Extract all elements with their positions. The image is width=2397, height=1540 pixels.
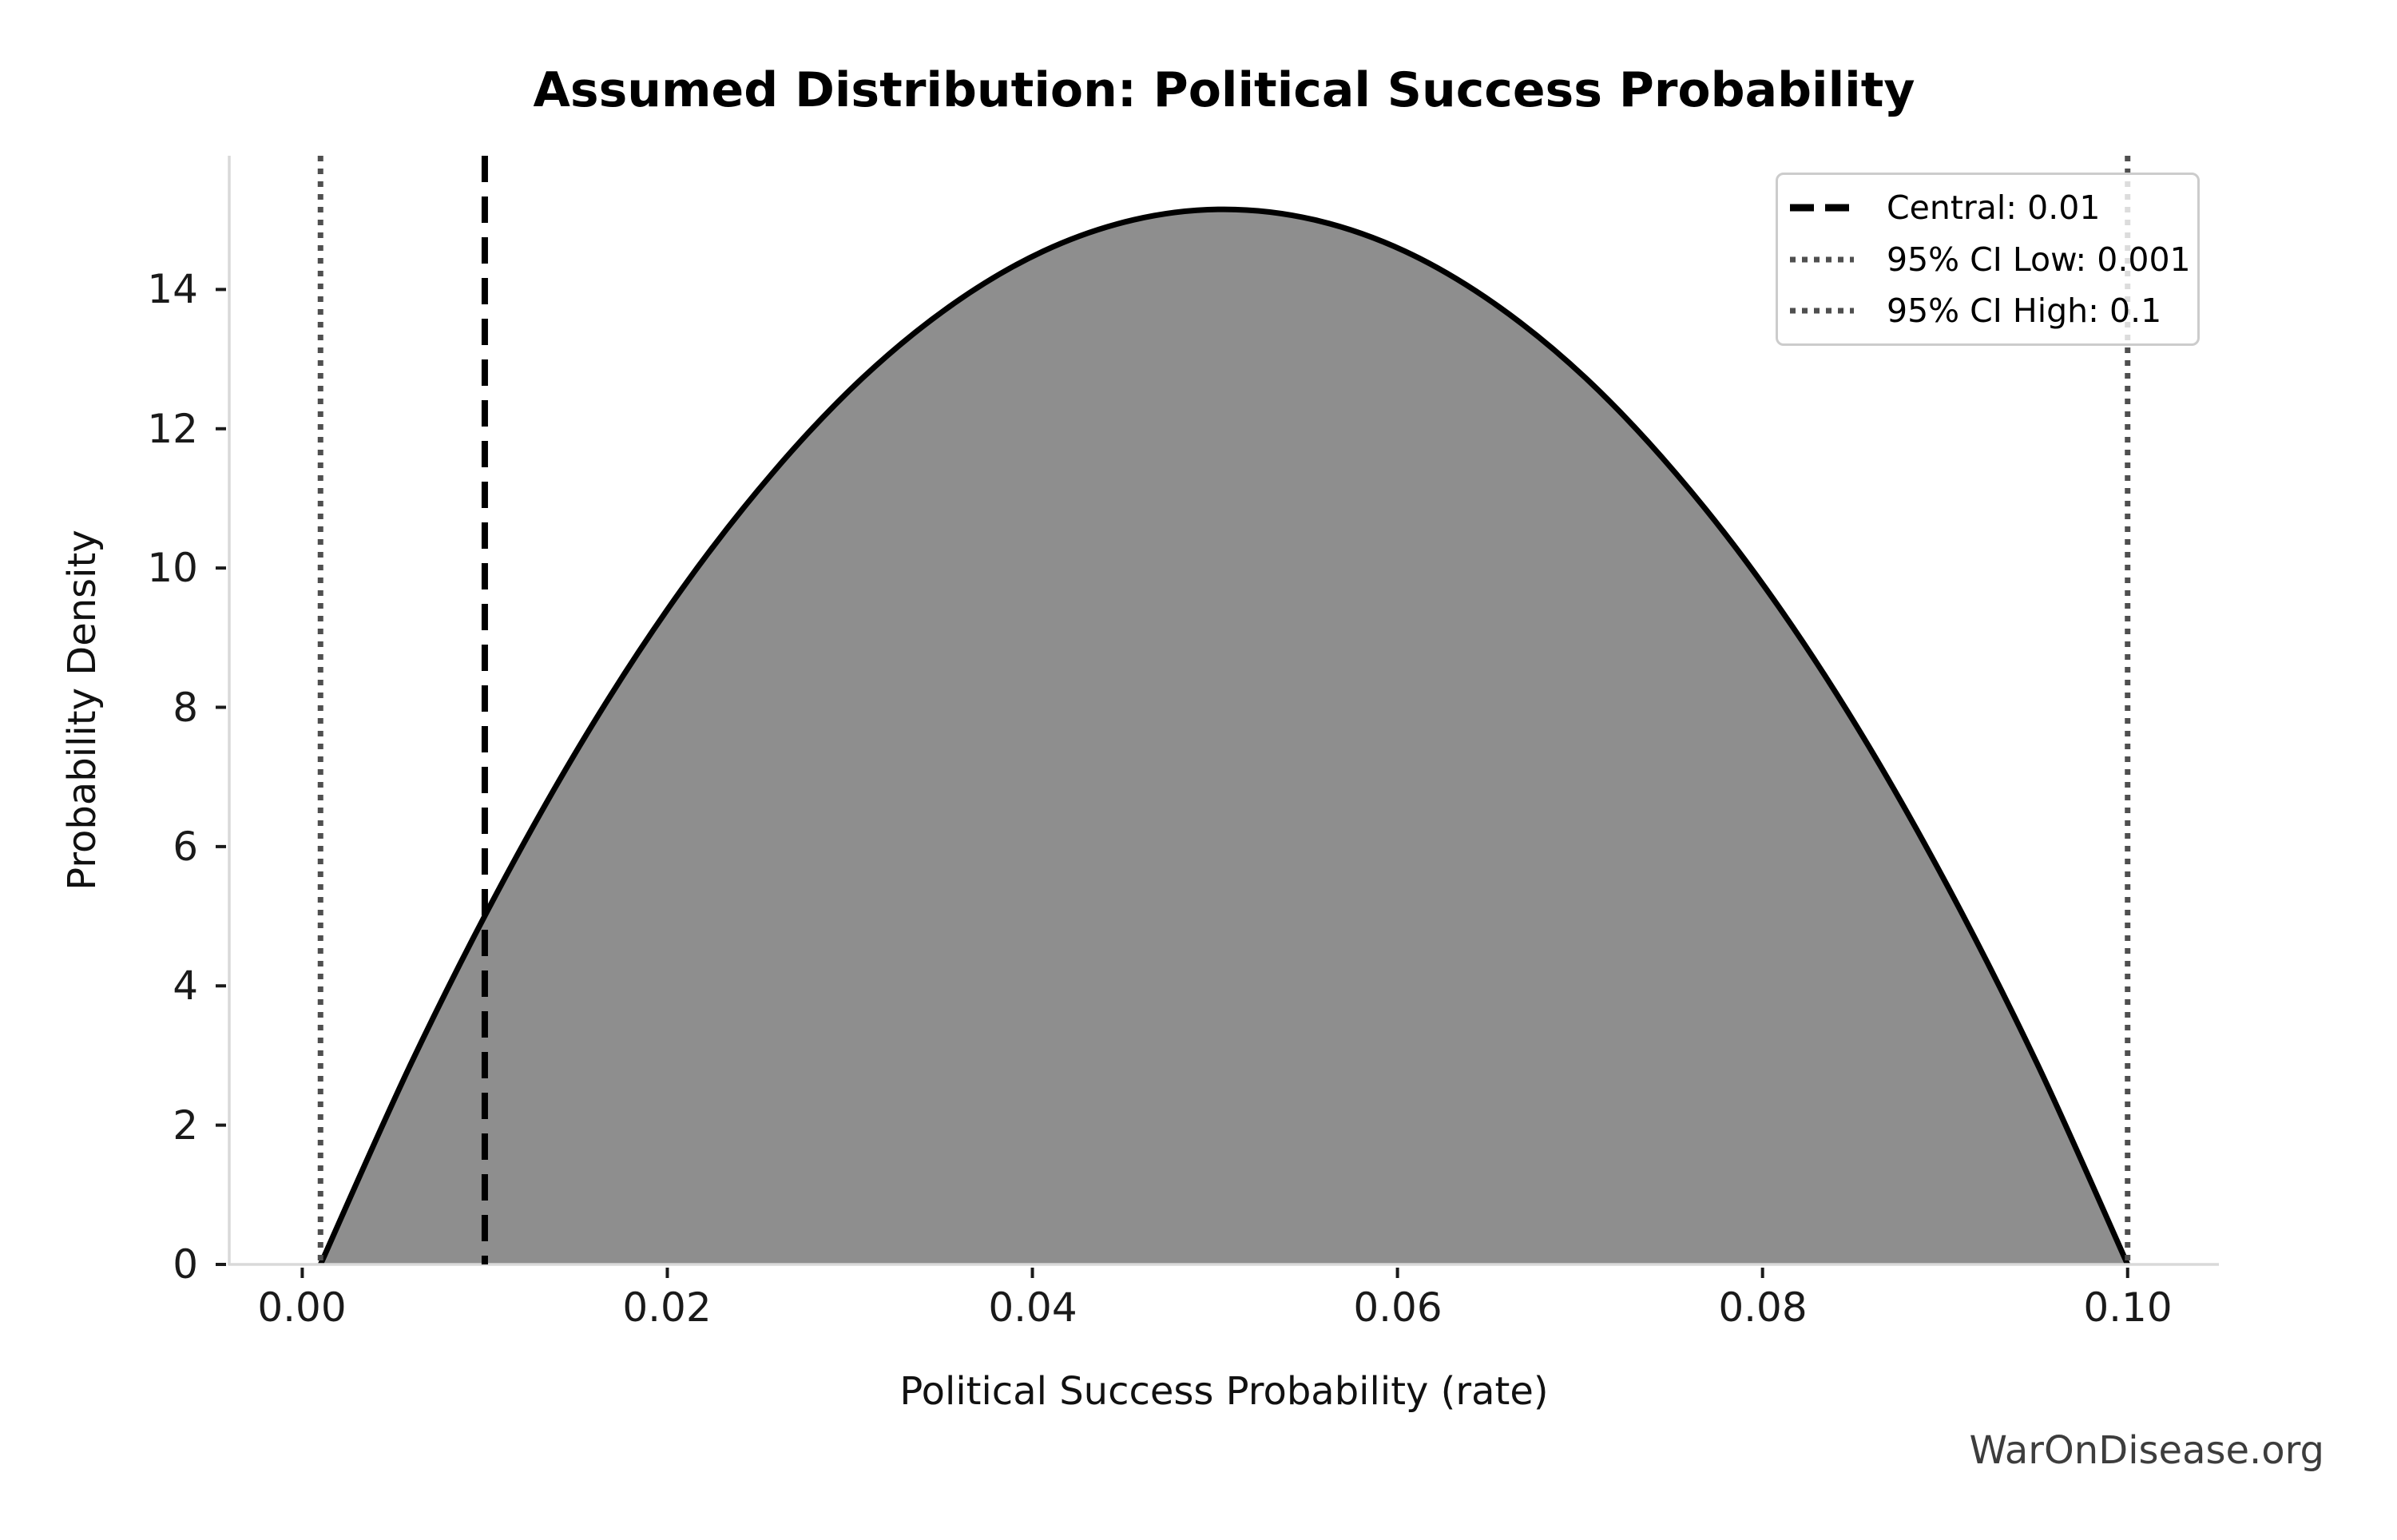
x-tick-label: 0.02 (622, 1284, 712, 1331)
x-axis-label: Political Success Probability (rate) (899, 1369, 1549, 1414)
legend-label: Central: 0.01 (1887, 188, 2101, 227)
y-tick-label: 10 (147, 545, 198, 591)
x-tick-label: 0.08 (1718, 1284, 1808, 1331)
x-tick-label: 0.10 (2083, 1284, 2173, 1331)
legend: Central: 0.01 95% CI Low: 0.001 95% CI Hig… (1776, 173, 2200, 346)
y-tick-label: 2 (173, 1102, 198, 1149)
dotted-line-icon (1790, 256, 1854, 262)
x-tick-label: 0.06 (1353, 1284, 1443, 1331)
density-fill (320, 209, 2128, 1265)
legend-item: Central: 0.01 (1789, 189, 2197, 227)
legend-label: 95% CI Low: 0.001 (1887, 240, 2191, 279)
chart-title: Assumed Distribution: Political Success … (533, 62, 1915, 118)
dotted-line-icon (1790, 308, 1854, 314)
y-tick-label: 14 (147, 266, 198, 312)
y-tick-label: 0 (173, 1241, 198, 1288)
y-tick-label: 4 (173, 963, 198, 1009)
dashed-line-icon (1790, 204, 1854, 212)
legend-item: 95% CI High: 0.1 (1789, 292, 2197, 330)
y-tick-label: 6 (173, 824, 198, 870)
watermark-text: WarOnDisease.org (1969, 1428, 2324, 1473)
y-tick-label: 12 (147, 406, 198, 452)
x-tick-label: 0.00 (257, 1284, 347, 1331)
legend-item: 95% CI Low: 0.001 (1789, 240, 2197, 279)
x-tick-label: 0.04 (988, 1284, 1077, 1331)
legend-label: 95% CI High: 0.1 (1887, 292, 2162, 331)
density-curve (318, 206, 2130, 1266)
y-tick-label: 8 (173, 685, 198, 731)
